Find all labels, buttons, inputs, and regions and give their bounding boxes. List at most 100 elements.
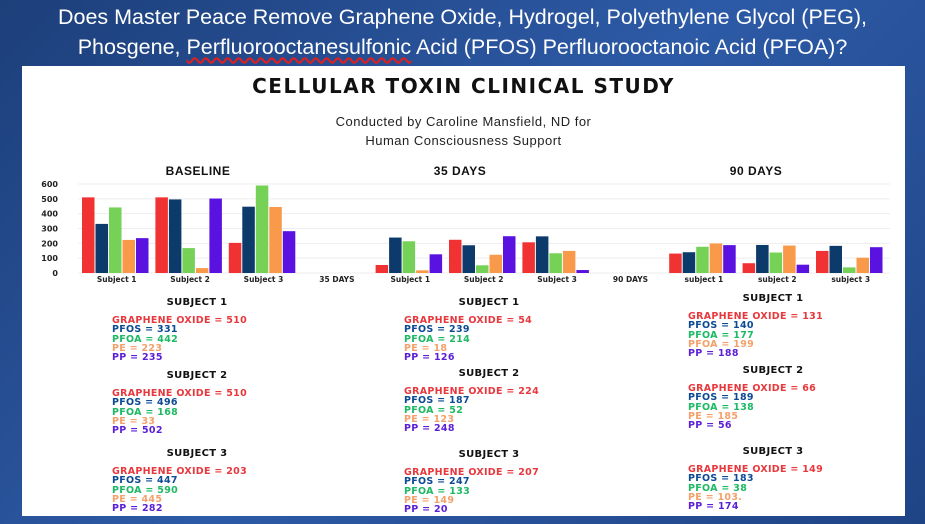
subject-heading: SUBJECT 1 [166, 297, 228, 308]
bar-pe [489, 254, 502, 273]
bar-pfoa [476, 265, 489, 273]
result-line: PFOA = 177 [688, 329, 755, 341]
section-90-days: 90 DAYS [729, 164, 783, 178]
result-line: GRAPHENE OXIDE = 66 [688, 383, 817, 395]
result-line: PE = 223 [112, 342, 163, 354]
bar-pp [870, 247, 883, 273]
subject-results: SUBJECT 2 GRAPHENE OXIDE = 510 PFOS = 496 P… [112, 370, 282, 437]
result-line: PE = 33 [112, 415, 156, 427]
result-line: PP = 502 [112, 425, 163, 437]
x-tick-label: Subject 1 [390, 275, 430, 284]
x-tick-label: Subject 2 [170, 275, 210, 284]
bar-pp [796, 264, 810, 273]
subject-results: SUBJECT 2 GRAPHENE OXIDE = 66 PFOS = 189 PF… [688, 365, 858, 432]
subject-heading: SUBJECT 1 [742, 293, 804, 304]
bar-graphene-oxide [228, 242, 242, 273]
y-tick-label: 0 [52, 269, 58, 278]
section-35-days: 35 DAYS [433, 164, 487, 178]
subject-results: SUBJECT 1 GRAPHENE OXIDE = 510 PFOS = 331 P… [112, 297, 282, 362]
result-line: PE = 445 [112, 493, 163, 505]
subject-heading: SUBJECT 3 [742, 446, 804, 457]
bar-pp [723, 245, 736, 273]
bar-pfos [95, 223, 108, 273]
bar-pp [282, 231, 296, 273]
bar-pfos [462, 245, 475, 273]
spellcheck-underlined-word: Perfluorooctanesulfonic [186, 35, 412, 59]
result-line: PFOA = 442 [112, 333, 179, 345]
y-tick-label: 400 [41, 210, 58, 219]
bar-graphene-oxide [522, 242, 535, 273]
result-line: PE = 149 [404, 494, 455, 506]
bar-graphene-oxide [375, 264, 389, 273]
result-line: PP = 56 [688, 420, 732, 432]
x-tick-label: Subject 1 [97, 275, 137, 284]
result-line: PE = 123 [404, 413, 455, 425]
y-tick-label: 500 [41, 195, 58, 204]
subject-heading: SUBJECT 1 [458, 297, 520, 308]
bar-pfos [389, 237, 402, 273]
slide-title: Does Master Peace Remove Graphene Oxide,… [0, 2, 925, 62]
result-line: GRAPHENE OXIDE = 510 [112, 388, 247, 400]
result-line: PFOS = 239 [404, 324, 470, 336]
subject-results: SUBJECT 3 GRAPHENE OXIDE = 203 PFOS = 447 P… [112, 448, 282, 515]
result-line: PE = 103. [688, 491, 743, 503]
result-line: PFOS = 447 [112, 475, 178, 487]
result-line: PFOS = 183 [688, 473, 754, 485]
result-line: PFOS = 187 [404, 395, 470, 407]
result-line: PE = 18 [404, 342, 448, 354]
result-line: GRAPHENE OXIDE = 203 [112, 466, 247, 478]
subject-results: SUBJECT 3 GRAPHENE OXIDE = 207 PFOS = 247 P… [404, 449, 574, 514]
result-line: PFOA = 38 [688, 482, 748, 494]
bar-graphene-oxide [449, 239, 462, 273]
bar-pe [416, 270, 429, 273]
result-line: PE = 185 [688, 410, 739, 422]
bar-pfoa [549, 253, 562, 273]
bar-pe [783, 245, 796, 273]
y-tick-label: 300 [41, 225, 58, 234]
result-line: GRAPHENE OXIDE = 207 [404, 467, 539, 479]
bar-graphene-oxide [82, 197, 95, 273]
y-tick-label: 100 [41, 254, 58, 263]
result-line: PFOA = 52 [404, 404, 464, 416]
x-tick-label: Subject 3 [244, 275, 284, 284]
result-line: PFOA = 590 [112, 484, 179, 496]
bar-pfos [168, 199, 182, 273]
chart-subtitle: Human Consciousness Support [365, 133, 562, 148]
chart-title: CELLULAR TOXIN CLINICAL STUDY [252, 74, 675, 98]
result-line: PP = 282 [112, 503, 163, 515]
subject-heading: SUBJECT 2 [458, 368, 520, 379]
result-line: PFOA = 214 [404, 333, 471, 345]
subject-heading: SUBJECT 3 [166, 448, 228, 459]
result-line: PFOS = 496 [112, 397, 178, 409]
bar-pe [122, 239, 135, 273]
bar-pp [503, 236, 516, 273]
y-tick-label: 600 [41, 180, 58, 189]
result-line: PFOS = 247 [404, 476, 470, 488]
result-line: GRAPHENE OXIDE = 224 [404, 386, 539, 398]
result-line: PFOS = 189 [688, 392, 754, 404]
result-line: PP = 188 [688, 348, 739, 360]
bar-graphene-oxide [742, 263, 756, 273]
result-line: PP = 248 [404, 423, 455, 435]
x-tick-label: subject 1 [685, 275, 724, 284]
subject-heading: SUBJECT 2 [742, 365, 804, 376]
result-line: PP = 126 [404, 352, 455, 364]
bar-pfos [242, 206, 255, 273]
x-tick-label: 35 DAYS [319, 275, 354, 284]
bar-pp [429, 254, 443, 273]
result-line: PFOA = 199 [688, 338, 755, 350]
bar-graphene-oxide [155, 197, 168, 273]
subject-results: SUBJECT 3 GRAPHENE OXIDE = 149 PFOS = 183 P… [688, 446, 858, 511]
study-panel: CELLULAR TOXIN CLINICAL STUDY Conducted … [22, 66, 905, 516]
bar-pfoa [182, 248, 195, 273]
subject-results: SUBJECT 1 GRAPHENE OXIDE = 54 PFOS = 239 PF… [404, 297, 574, 364]
title-text: Acid (PFOS) Perfluorooctanoic Acid (PFOA… [411, 35, 848, 59]
result-line: PFOA = 168 [112, 406, 179, 418]
chart-subtitle: Conducted by Caroline Mansfield, ND for [335, 114, 592, 129]
bar-pfoa [109, 207, 122, 273]
bar-pfoa [696, 246, 709, 273]
section-baseline: BASELINE [165, 164, 231, 178]
subject-heading: SUBJECT 3 [458, 449, 520, 460]
x-tick-label: subject 2 [758, 275, 797, 284]
